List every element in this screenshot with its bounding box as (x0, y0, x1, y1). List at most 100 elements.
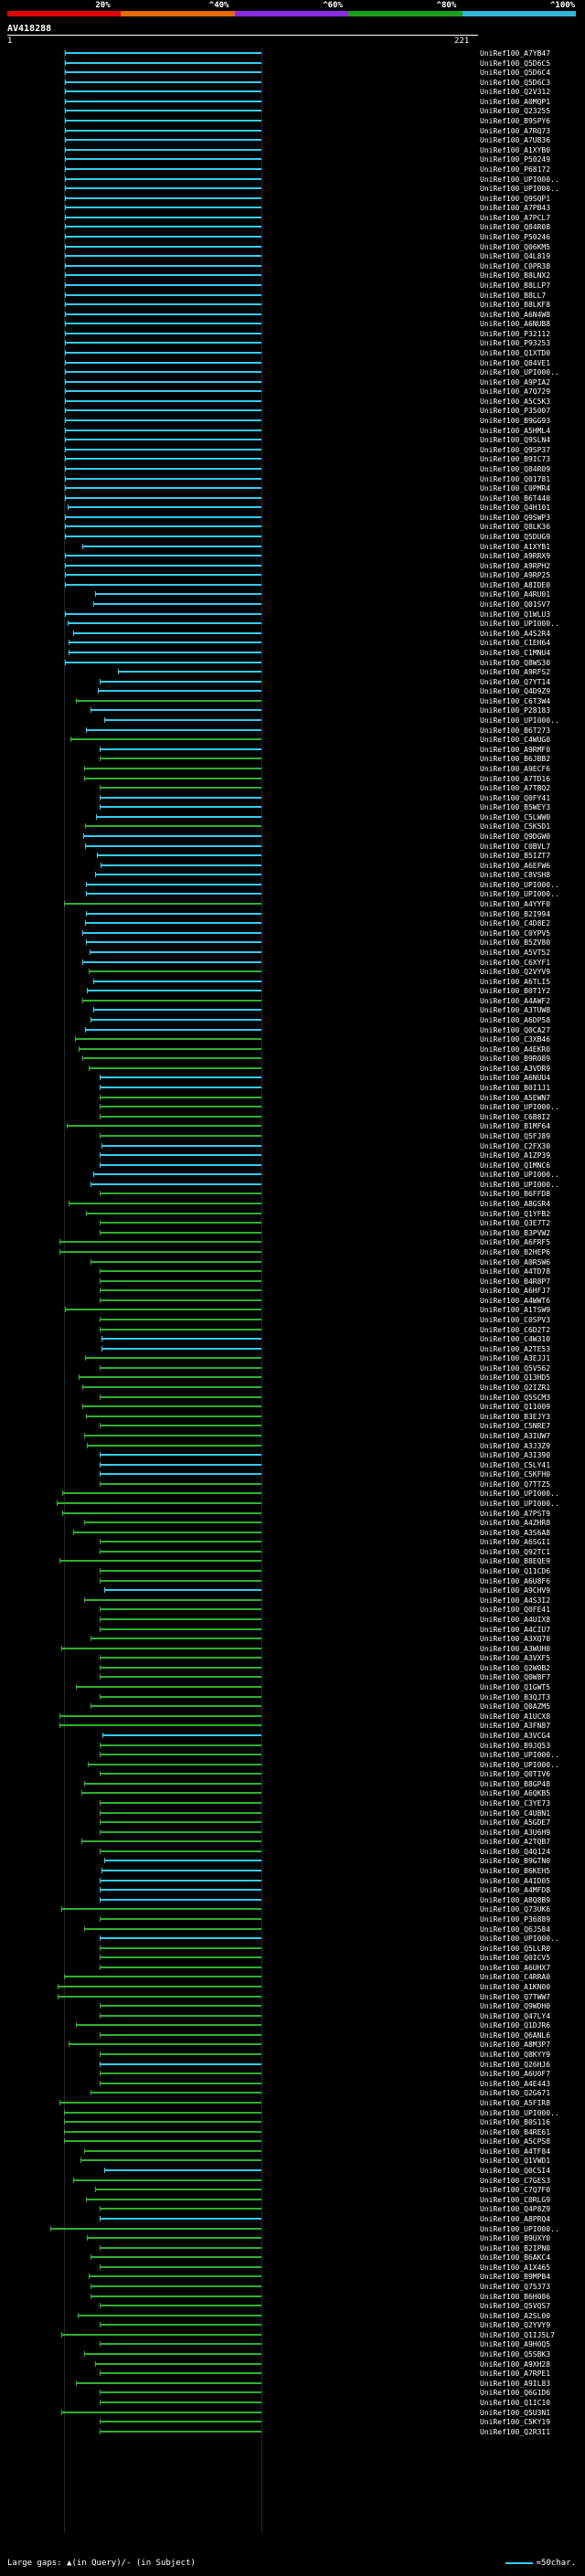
hit-alignment-bar[interactable] (100, 2005, 261, 2008)
hit-alignment-bar[interactable] (64, 167, 261, 170)
hit-id-label[interactable]: UniRef100_B9SPY6 (480, 117, 551, 126)
hit-id-label[interactable]: UniRef100_Q1XTD0 (480, 348, 551, 357)
hit-id-label[interactable]: UniRef100_A6U0F7 (480, 2070, 551, 2079)
hit-alignment-bar[interactable] (78, 1376, 261, 1379)
hit-alignment-bar[interactable] (100, 1898, 261, 1901)
hit-id-label[interactable]: UniRef100_C1MNU4 (480, 648, 551, 657)
hit-alignment-bar[interactable] (90, 2256, 261, 2259)
hit-id-label[interactable]: UniRef100_A8GSR4 (480, 1200, 551, 1209)
hit-id-label[interactable]: UniRef100_A4ID05 (480, 1876, 551, 1885)
hit-alignment-bar[interactable] (100, 680, 261, 683)
hit-id-label[interactable]: UniRef100_B6JBB2 (480, 755, 551, 764)
hit-id-label[interactable]: UniRef100_A4EKR0 (480, 1044, 551, 1054)
hit-alignment-bar[interactable] (84, 1927, 261, 1930)
hit-alignment-bar[interactable] (85, 1028, 261, 1031)
hit-id-label[interactable]: UniRef100_Q2V312 (480, 88, 551, 97)
hit-id-label[interactable]: UniRef100_B6AKC4 (480, 2253, 551, 2263)
hit-id-label[interactable]: UniRef100_Q0FE41 (480, 1606, 551, 1615)
hit-alignment-bar[interactable] (64, 148, 261, 151)
hit-id-label[interactable]: UniRef100_UPI000.. (480, 1935, 559, 1944)
hit-id-label[interactable]: UniRef100_UPI000.. (480, 368, 559, 377)
hit-alignment-bar[interactable] (85, 1357, 261, 1360)
hit-alignment-bar[interactable] (100, 1608, 261, 1611)
hit-alignment-bar[interactable] (100, 1076, 261, 1079)
hit-alignment-bar[interactable] (100, 758, 261, 760)
hit-id-label[interactable]: UniRef100_A1ZP39 (480, 1151, 551, 1161)
hit-alignment-bar[interactable] (90, 950, 261, 953)
hit-id-label[interactable]: UniRef100_A9RMF0 (480, 745, 551, 754)
hit-alignment-bar[interactable] (64, 187, 261, 190)
hit-id-label[interactable]: UniRef100_A1KN00 (480, 1983, 551, 1991)
hit-id-label[interactable]: UniRef100_UPI000.. (480, 1489, 559, 1499)
hit-alignment-bar[interactable] (100, 1134, 261, 1137)
hit-id-label[interactable]: UniRef100_C1EH64 (480, 639, 551, 648)
hit-alignment-bar[interactable] (81, 1405, 261, 1408)
hit-id-label[interactable]: UniRef100_A7TBQ2 (480, 784, 551, 793)
hit-alignment-bar[interactable] (87, 1444, 261, 1447)
hit-id-label[interactable]: UniRef100_Q4Q124 (480, 1847, 551, 1856)
hit-alignment-bar[interactable] (100, 1473, 261, 1476)
hit-id-label[interactable]: UniRef100_A6N4W8 (480, 310, 551, 319)
hit-id-label[interactable]: UniRef100_C2FX30 (480, 1141, 551, 1150)
hit-id-label[interactable]: UniRef100_A3I390 (480, 1451, 551, 1460)
hit-id-label[interactable]: UniRef100_A7PCL7 (480, 213, 551, 222)
hit-id-label[interactable]: UniRef100_B0S116 (480, 2118, 551, 2127)
hit-id-label[interactable]: UniRef100_UPI000.. (480, 1103, 559, 1112)
hit-id-label[interactable]: UniRef100_A0MQP1 (480, 97, 551, 106)
hit-alignment-bar[interactable] (62, 1492, 261, 1495)
hit-id-label[interactable]: UniRef100_UPI000.. (480, 620, 559, 629)
hit-id-label[interactable]: UniRef100_B9GG93 (480, 417, 551, 426)
hit-id-label[interactable]: UniRef100_B8LL7 (480, 291, 547, 300)
hit-id-label[interactable]: UniRef100_A9XH28 (480, 2359, 551, 2369)
hit-alignment-bar[interactable] (84, 777, 261, 779)
hit-id-label[interactable]: UniRef100_Q2W0B2 (480, 1663, 551, 1672)
hit-id-label[interactable]: UniRef100_C3XB46 (480, 1035, 551, 1044)
hit-id-label[interactable]: UniRef100_C0RLG9 (480, 2195, 551, 2204)
hit-alignment-bar[interactable] (86, 1212, 261, 1214)
hit-id-label[interactable]: UniRef100_Q7TWW7 (480, 1992, 551, 2001)
hit-id-label[interactable]: UniRef100_B6T273 (480, 726, 551, 735)
hit-id-label[interactable]: UniRef100_A8IDE0 (480, 580, 551, 589)
hit-alignment-bar[interactable] (100, 1222, 261, 1224)
hit-id-label[interactable]: UniRef100_UPI000.. (480, 1500, 559, 1508)
hit-alignment-bar[interactable] (75, 1686, 261, 1689)
hit-alignment-bar[interactable] (64, 313, 261, 315)
hit-id-label[interactable]: UniRef100_C4UBN1 (480, 1808, 551, 1818)
hit-id-label[interactable]: UniRef100_A6EFW6 (480, 861, 551, 870)
hit-id-label[interactable]: UniRef100_Q4P8Z9 (480, 2205, 551, 2214)
hit-id-label[interactable]: UniRef100_Q2IZR1 (480, 1383, 551, 1393)
hit-alignment-bar[interactable] (100, 2265, 261, 2268)
hit-alignment-bar[interactable] (90, 1019, 261, 1021)
hit-alignment-bar[interactable] (86, 1415, 261, 1417)
hit-alignment-bar[interactable] (89, 970, 261, 973)
hit-alignment-bar[interactable] (100, 1889, 261, 1892)
hit-id-label[interactable]: UniRef100_C4D8E2 (480, 919, 551, 928)
hit-alignment-bar[interactable] (95, 2189, 261, 2191)
hit-alignment-bar[interactable] (100, 1570, 261, 1573)
hit-alignment-bar[interactable] (64, 429, 261, 431)
hit-id-label[interactable]: UniRef100_A4S2R4 (480, 629, 551, 638)
hit-alignment-bar[interactable] (81, 931, 261, 934)
hit-alignment-bar[interactable] (101, 1338, 261, 1341)
hit-alignment-bar[interactable] (103, 1589, 261, 1592)
hit-id-label[interactable]: UniRef100_C5NRE7 (480, 1422, 551, 1431)
hit-alignment-bar[interactable] (103, 719, 261, 722)
hit-alignment-bar[interactable] (72, 2178, 261, 2181)
hit-alignment-bar[interactable] (84, 1598, 261, 1601)
hit-alignment-bar[interactable] (100, 787, 261, 790)
hit-id-label[interactable]: UniRef100_UPI000.. (480, 185, 559, 194)
hit-id-label[interactable]: UniRef100_A4AWF2 (480, 996, 551, 1005)
hit-id-label[interactable]: UniRef100_B3EJY3 (480, 1412, 551, 1421)
hit-alignment-bar[interactable] (58, 1995, 261, 1998)
hit-alignment-bar[interactable] (64, 448, 261, 451)
hit-id-label[interactable]: UniRef100_Q0TIV6 (480, 1770, 551, 1779)
hit-id-label[interactable]: UniRef100_Q92TC1 (480, 1547, 551, 1556)
hit-alignment-bar[interactable] (93, 1173, 261, 1176)
hit-alignment-bar[interactable] (80, 2159, 261, 2162)
hit-id-label[interactable]: UniRef100_A7RPE1 (480, 2369, 551, 2379)
hit-alignment-bar[interactable] (58, 1986, 261, 1988)
hit-alignment-bar[interactable] (100, 1617, 261, 1620)
hit-alignment-bar[interactable] (64, 303, 261, 306)
hit-id-label[interactable]: UniRef100_A2TE53 (480, 1344, 551, 1353)
hit-alignment-bar[interactable] (64, 323, 261, 325)
